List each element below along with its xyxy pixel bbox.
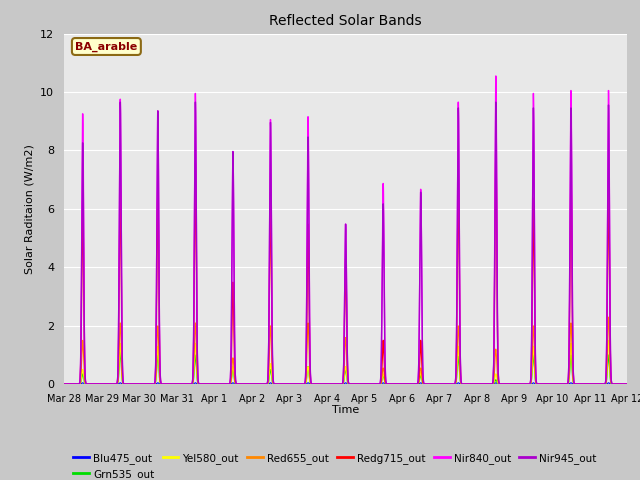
Red655_out [301,381,308,387]
Grn535_out [552,381,559,387]
Nir945_out [60,381,68,387]
Title: Reflected Solar Bands: Reflected Solar Bands [269,14,422,28]
Red655_out [552,381,559,387]
Red655_out [276,381,284,387]
Red655_out [612,381,620,387]
Redg715_out [552,381,559,387]
Redg715_out [124,381,132,387]
Blu475_out [301,381,308,387]
Grn535_out [276,381,284,387]
Redg715_out [158,381,166,387]
Nir840_out [60,381,68,387]
Yel580_out [301,381,308,387]
Red655_out [360,381,368,387]
Nir840_out [323,381,331,387]
Redg715_out [492,143,500,149]
Red655_out [158,381,166,387]
Nir840_out [158,381,166,387]
Nir840_out [301,381,308,387]
Blu475_out [60,381,68,387]
Grn535_out [116,349,124,355]
Yel580_out [276,381,284,387]
Text: BA_arable: BA_arable [76,41,138,52]
Redg715_out [60,381,68,387]
Line: Nir945_out: Nir945_out [64,102,627,384]
Nir945_out [116,99,124,105]
Nir945_out [158,381,166,387]
Nir840_out [552,381,559,387]
Line: Redg715_out: Redg715_out [64,146,627,384]
Red655_out [623,381,631,387]
Blu475_out [612,381,620,387]
Yel580_out [158,381,166,387]
Yel580_out [605,337,612,343]
Redg715_out [360,381,368,387]
Grn535_out [301,381,308,387]
Blu475_out [79,380,86,386]
Nir945_out [552,381,559,387]
Grn535_out [125,381,132,387]
X-axis label: Time: Time [332,405,359,415]
Nir840_out [492,73,500,79]
Blu475_out [158,381,166,387]
Grn535_out [612,381,620,387]
Redg715_out [623,381,631,387]
Red655_out [60,381,68,387]
Blu475_out [125,381,132,387]
Y-axis label: Solar Raditaion (W/m2): Solar Raditaion (W/m2) [24,144,35,274]
Yel580_out [360,381,368,387]
Grn535_out [60,381,68,387]
Yel580_out [552,381,559,387]
Nir840_out [612,381,620,387]
Legend: Blu475_out, Grn535_out, Yel580_out, Red655_out, Redg715_out, Nir840_out, Nir945_: Blu475_out, Grn535_out, Yel580_out, Red6… [69,448,600,480]
Redg715_out [301,381,308,387]
Nir945_out [612,381,620,387]
Yel580_out [60,381,68,387]
Line: Grn535_out: Grn535_out [64,352,627,384]
Redg715_out [612,381,620,387]
Nir945_out [125,381,132,387]
Blu475_out [552,381,559,387]
Yel580_out [623,381,631,387]
Line: Nir840_out: Nir840_out [64,76,627,384]
Grn535_out [158,381,166,387]
Nir945_out [323,381,331,387]
Red655_out [605,314,612,320]
Yel580_out [124,381,132,387]
Blu475_out [276,381,284,387]
Redg715_out [276,381,284,387]
Line: Blu475_out: Blu475_out [64,383,627,384]
Red655_out [124,381,132,387]
Grn535_out [623,381,631,387]
Line: Yel580_out: Yel580_out [64,340,627,384]
Yel580_out [612,381,620,387]
Blu475_out [623,381,631,387]
Nir945_out [623,381,631,387]
Line: Red655_out: Red655_out [64,317,627,384]
Nir840_out [276,381,284,387]
Nir840_out [124,381,132,387]
Nir945_out [301,381,308,386]
Nir945_out [276,381,284,387]
Grn535_out [474,381,481,387]
Nir840_out [623,381,631,387]
